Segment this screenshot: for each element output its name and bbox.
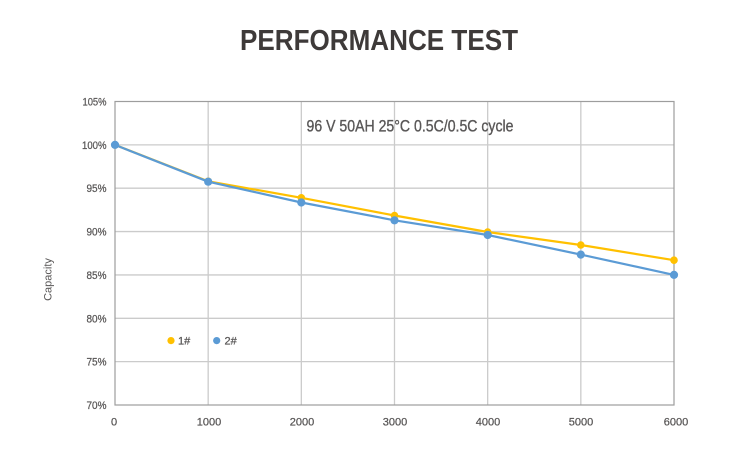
- svg-text:2000: 2000: [290, 417, 315, 429]
- svg-text:4000: 4000: [476, 417, 501, 429]
- svg-text:1000: 1000: [197, 417, 222, 429]
- svg-text:80%: 80%: [87, 313, 107, 325]
- svg-text:0: 0: [111, 417, 117, 429]
- svg-text:3000: 3000: [383, 417, 408, 429]
- svg-text:PERFORMANCE TEST: PERFORMANCE TEST: [240, 25, 518, 57]
- svg-text:96 V 50AH 25°C 0.5C/0.5C cycl: 96 V 50AH 25°C 0.5C/0.5C cycle: [307, 117, 514, 136]
- svg-text:95%: 95%: [87, 183, 107, 195]
- svg-text:70%: 70%: [87, 400, 107, 412]
- svg-text:100%: 100%: [82, 140, 107, 152]
- svg-text:6000: 6000: [664, 417, 689, 429]
- svg-text:75%: 75%: [87, 357, 107, 369]
- svg-text:85%: 85%: [87, 270, 107, 282]
- svg-text:90%: 90%: [87, 227, 107, 239]
- svg-text:5000: 5000: [569, 417, 594, 429]
- svg-text:2#: 2#: [225, 335, 238, 347]
- svg-text:Capacity: Capacity: [43, 258, 55, 301]
- svg-text:105%: 105%: [83, 97, 107, 109]
- svg-text:1#: 1#: [178, 335, 191, 347]
